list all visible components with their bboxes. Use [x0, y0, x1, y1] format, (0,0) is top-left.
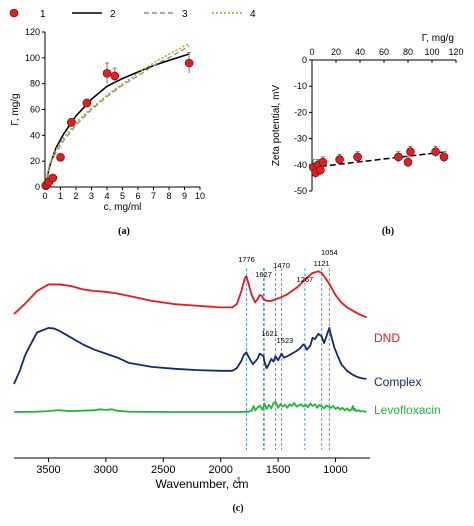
- a-data-point: [48, 173, 58, 183]
- b-y-tick-label: -40: [294, 160, 307, 170]
- a-x-axis-label: c, mg/ml: [104, 202, 142, 213]
- b-y-tick-label: -10: [294, 81, 307, 91]
- a-x-tick-label: 2: [73, 191, 78, 201]
- b-x-tick-label: 80: [403, 47, 413, 57]
- b-x-tick-label: 60: [379, 47, 389, 57]
- b-x-axis-label: Γ, mg/g: [422, 33, 454, 44]
- a-x-tick-label: 7: [151, 191, 156, 201]
- c-peak-label: 1621: [261, 329, 278, 338]
- a-y-tick-label: 80: [30, 79, 40, 89]
- c-series-label-levofloxacin: Levofloxacin: [374, 403, 441, 417]
- b-data-point: [316, 165, 325, 175]
- a-y-tick-label: 120: [25, 27, 40, 37]
- c-spectrum-levofloxacin: [13, 400, 367, 413]
- b-x-tick-label: 100: [424, 47, 439, 57]
- b-x-tick-label: 0: [309, 47, 314, 57]
- a-x-tick-label: 0: [42, 191, 47, 201]
- c-series-label-complex: Complex: [374, 375, 421, 389]
- a-fit-line-4: [44, 43, 190, 188]
- a-data-point: [102, 69, 112, 78]
- a-x-tick-label: 9: [182, 191, 187, 201]
- b-data-point: [318, 157, 328, 167]
- c-series-label-dnd: DND: [374, 331, 400, 345]
- a-data-point: [110, 71, 120, 81]
- c-peak-label: 1470: [273, 261, 290, 270]
- a-x-tick-label: 8: [166, 191, 171, 201]
- b-y-tick-label: -50: [294, 186, 307, 196]
- a-x-tick-label: 6: [135, 191, 140, 201]
- a-y-axis-label: Γ, mg/g: [10, 93, 21, 125]
- c-peak-label: 1267: [297, 275, 314, 284]
- a-x-tick-label: 4: [104, 191, 109, 201]
- a-legend-label: 4: [250, 9, 256, 20]
- a-x-tick-label: 10: [195, 191, 205, 201]
- c-x-tick-label: 1000: [323, 464, 347, 476]
- a-y-tick-label: 40: [30, 130, 40, 140]
- a-legend-label: 1: [40, 9, 46, 20]
- b-x-tick-label: 120: [448, 47, 463, 57]
- panel-b: 0 20 40 60 80 100 120 0 -10 -20 -30 -40 -50 Γ, mg/g Ze…: [271, 33, 464, 196]
- b-data-point: [353, 152, 362, 162]
- a-y-tick-label: 20: [30, 156, 40, 166]
- b-trend-line: [311, 150, 447, 169]
- c-x-axis-label-superscript: -1: [234, 476, 242, 485]
- a-data-point: [56, 152, 65, 162]
- b-data-point: [394, 152, 403, 162]
- a-x-tick-label: 3: [89, 191, 94, 201]
- b-data-point: [406, 147, 415, 156]
- c-x-axis-label: Wavenumber, cm: [156, 477, 249, 491]
- a-fit-line-3: [44, 45, 190, 188]
- c-x-tick-label: 1500: [266, 464, 290, 476]
- a-x-tick-label: 1: [58, 191, 63, 201]
- c-peak-label: 1121: [314, 259, 330, 268]
- b-x-tick-label: 40: [355, 47, 365, 57]
- c-x-tick-label: 3000: [94, 464, 118, 476]
- a-data-point: [67, 118, 76, 127]
- b-data-point: [431, 147, 440, 156]
- b-y-tick-label: -30: [294, 134, 307, 144]
- c-x-tick-label: 2000: [208, 464, 232, 476]
- b-data-point: [403, 157, 413, 167]
- b-y-axis-label: Zeta potential, mV: [271, 85, 282, 166]
- c-spectrum-complex: [13, 326, 367, 385]
- panel-label-b: (b): [382, 226, 394, 237]
- a-y-tick-label: 0: [35, 182, 40, 192]
- c-peak-label: 1523: [276, 336, 293, 345]
- a-legend-marker-1: [9, 8, 19, 18]
- c-peak-label: 1776: [238, 255, 255, 264]
- c-x-tick-label: 2500: [151, 464, 175, 476]
- b-data-point: [335, 155, 344, 164]
- a-data-point: [184, 58, 194, 68]
- a-legend-label: 2: [110, 9, 116, 20]
- a-y-tick-label: 100: [25, 53, 40, 63]
- b-data-point: [439, 152, 449, 162]
- b-x-tick-label: 20: [331, 47, 341, 57]
- a-legend-label: 3: [182, 9, 188, 20]
- a-data-point: [82, 98, 92, 108]
- c-x-tick-label: 3500: [36, 464, 60, 476]
- a-y-tick-label: 60: [30, 105, 40, 115]
- b-y-tick-label: 0: [302, 55, 307, 65]
- c-peak-label: 1054: [321, 248, 338, 257]
- c-peak-label: 1627: [255, 270, 272, 279]
- c-spectrum-dnd: [13, 270, 367, 319]
- panel-label-c: (c): [232, 503, 243, 514]
- b-y-tick-label: -20: [294, 107, 307, 117]
- panel-label-a: (a): [118, 226, 130, 237]
- a-x-tick-label: 5: [120, 191, 125, 201]
